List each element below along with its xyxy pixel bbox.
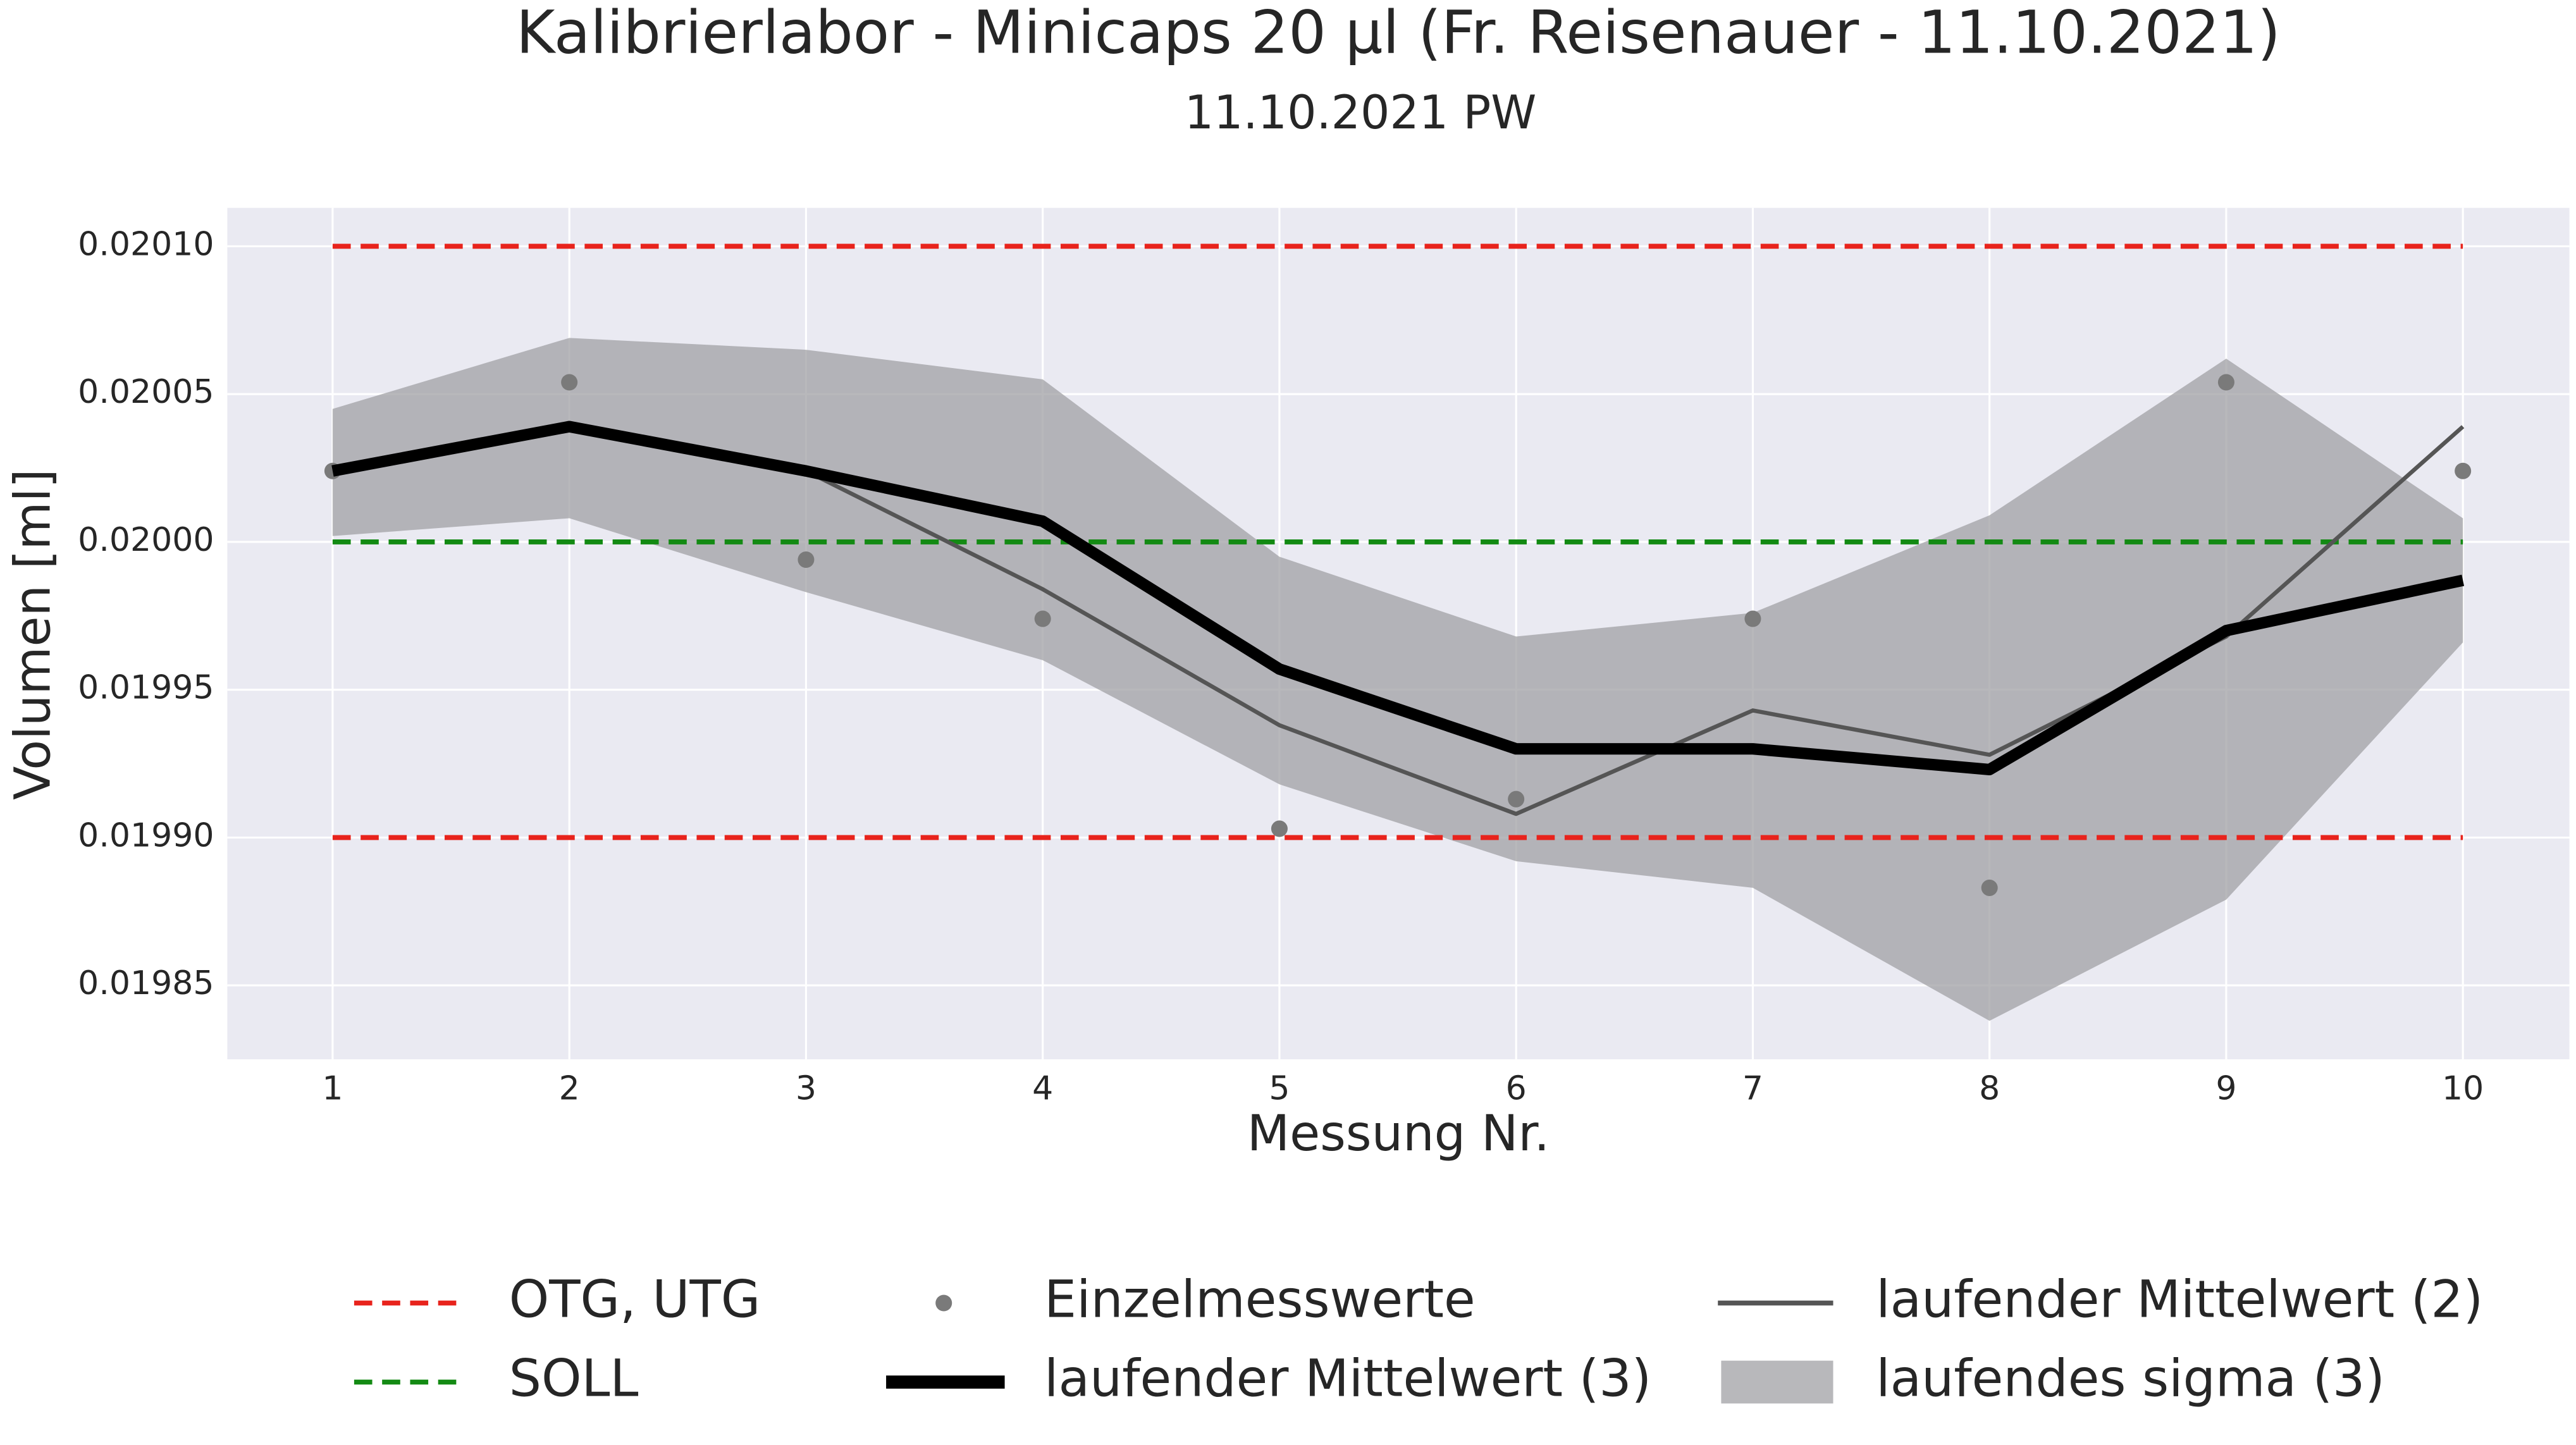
- y-tick-label: 0.01985: [78, 964, 214, 1002]
- y-axis-label: Volumen [ml]: [4, 469, 62, 800]
- x-tick-label: 10: [2442, 1070, 2484, 1108]
- chart-subtitle: 11.10.2021 PW: [1185, 86, 1537, 140]
- x-tick-label: 9: [2215, 1070, 2236, 1108]
- y-tick-label: 0.02010: [78, 225, 214, 263]
- mean-3-line: [331, 421, 2465, 776]
- legend-label: laufender Mittelwert (2): [1876, 1270, 2483, 1329]
- data-point: [1034, 610, 1051, 627]
- data-point: [1508, 790, 1525, 808]
- x-tick-label: 2: [559, 1070, 580, 1108]
- x-axis-label: Messung Nr.: [1247, 1105, 1550, 1162]
- data-point: [1271, 820, 1288, 837]
- legend-label: Einzelmesswerte: [1044, 1270, 1476, 1329]
- data-point: [2455, 462, 2472, 479]
- y-tick-label: 0.01990: [78, 816, 214, 854]
- y-tick-label: 0.02000: [78, 521, 214, 559]
- x-tick-label: 5: [1269, 1070, 1290, 1108]
- legend-label: laufendes sigma (3): [1876, 1349, 2385, 1408]
- data-point: [561, 374, 578, 391]
- data-point: [1981, 879, 1998, 896]
- legend-label: OTG, UTG: [509, 1270, 761, 1329]
- legend-label: laufender Mittelwert (3): [1044, 1349, 1651, 1408]
- legend-swatch: [1721, 1360, 1833, 1404]
- x-tick-label: 7: [1742, 1070, 1763, 1108]
- x-tick-label: 4: [1032, 1070, 1053, 1108]
- legend-swatch: [935, 1294, 952, 1312]
- x-tick-label: 3: [796, 1070, 817, 1108]
- chart-title: Kalibrierlabor - Minicaps 20 µl (Fr. Rei…: [516, 0, 2281, 68]
- sigma-band: [332, 338, 2463, 1021]
- legend-label: SOLL: [509, 1349, 639, 1408]
- y-tick-label: 0.02005: [78, 373, 214, 411]
- data-point: [2217, 374, 2234, 391]
- y-tick-label: 0.01995: [78, 669, 214, 707]
- data-point: [798, 551, 815, 569]
- x-tick-label: 6: [1506, 1070, 1527, 1108]
- x-tick-label: 8: [1979, 1070, 2000, 1108]
- x-tick-label: 1: [322, 1070, 343, 1108]
- data-point: [1744, 610, 1761, 627]
